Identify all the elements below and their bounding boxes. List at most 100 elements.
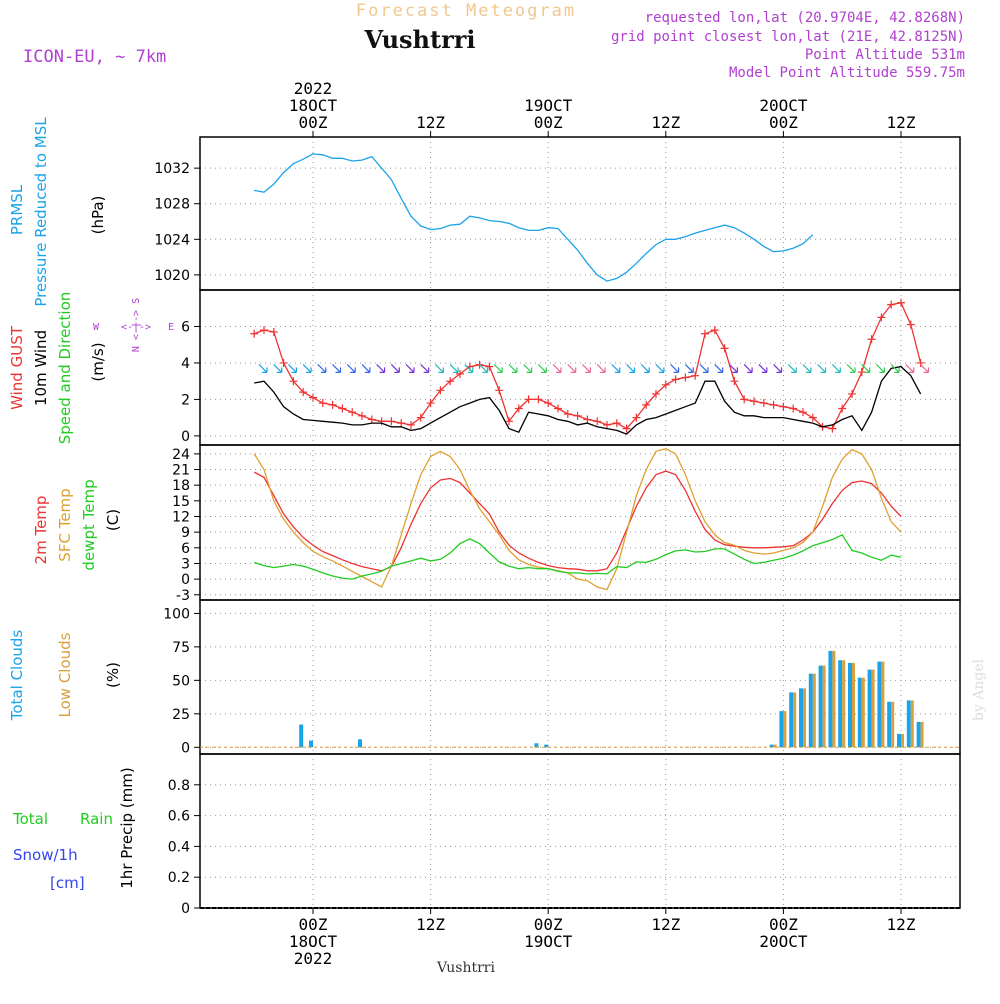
gust-marker bbox=[759, 399, 768, 408]
gust-marker bbox=[269, 327, 278, 336]
gust-marker bbox=[367, 415, 376, 424]
wind-arrow bbox=[890, 363, 900, 374]
gust-marker bbox=[632, 413, 641, 422]
gust-marker bbox=[612, 419, 621, 428]
x-label-top: 12Z bbox=[887, 113, 916, 132]
gust-marker bbox=[642, 400, 651, 409]
total-cloud-bar bbox=[818, 665, 823, 748]
temp-panel-labels: 2m Temp SFC Temp dewpt Temp (C) bbox=[32, 479, 122, 570]
wind-arrow bbox=[802, 363, 812, 374]
gust-marker bbox=[838, 404, 847, 413]
page-title: Vushtrri bbox=[364, 25, 476, 54]
series-line bbox=[253, 448, 902, 591]
gust-marker bbox=[710, 326, 719, 335]
gust-marker bbox=[661, 380, 670, 389]
total-cloud-bar bbox=[848, 662, 852, 748]
wind-arrow bbox=[376, 363, 386, 374]
x-label-bottom: 18OCT bbox=[289, 932, 338, 951]
total-cloud-bar bbox=[309, 740, 313, 748]
wind-arrow bbox=[302, 363, 312, 374]
panel-frame bbox=[199, 599, 961, 755]
wind-arrow bbox=[508, 363, 518, 374]
wind-arrow bbox=[699, 363, 709, 374]
gust-marker bbox=[260, 326, 268, 335]
requested-coords: requested lon,lat (20.9704E, 42.8268N) bbox=[645, 10, 965, 26]
wind-arrow bbox=[332, 363, 342, 374]
pressure-label-1: PRMSL bbox=[8, 184, 26, 235]
pressure-panel-labels: PRMSL Pressure Reduced to MSL (hPa) bbox=[8, 117, 107, 307]
gust-marker bbox=[407, 420, 415, 429]
gust-marker bbox=[426, 399, 435, 408]
direction-label: Speed and Direction bbox=[56, 292, 74, 445]
gust-marker bbox=[397, 419, 406, 428]
precip-unit: 1hr Precip (mm) bbox=[118, 767, 136, 888]
y-tick-label: 1024 bbox=[154, 232, 190, 248]
x-label-bottom: 19OCT bbox=[524, 932, 573, 951]
panel-5: 0 0.2 0.4 0.6 0.8 bbox=[168, 753, 961, 917]
gust-marker bbox=[906, 320, 915, 329]
gust-label: Wind GUST bbox=[8, 325, 26, 410]
compass-ns: N <-|-> S bbox=[131, 298, 142, 352]
wind-arrow bbox=[464, 363, 474, 374]
gust-marker bbox=[691, 371, 700, 380]
wind-arrow bbox=[905, 363, 915, 374]
total-cloud-bar bbox=[857, 677, 862, 748]
wind-arrow bbox=[346, 363, 356, 374]
gust-marker bbox=[593, 417, 602, 426]
model-label: ICON-EU, ~ 7km bbox=[23, 47, 166, 67]
low-cloud-bar bbox=[793, 692, 797, 748]
total-cloud-bar bbox=[799, 688, 803, 748]
wind-unit: (m/s) bbox=[89, 342, 107, 381]
wind-arrow bbox=[581, 363, 591, 374]
x-label-bottom: 00Z bbox=[534, 915, 563, 934]
compass-e: E bbox=[168, 322, 174, 333]
wind-arrow bbox=[817, 363, 827, 374]
gust-marker bbox=[828, 424, 837, 433]
low-cloud-bar bbox=[910, 700, 914, 748]
gust-marker bbox=[299, 388, 308, 397]
gust-marker bbox=[671, 375, 680, 384]
total-cloud-bar bbox=[828, 650, 833, 748]
total-cloud-bar bbox=[769, 744, 774, 748]
wind-arrow bbox=[567, 363, 577, 374]
gust-marker bbox=[916, 358, 925, 367]
total-cloud-bar bbox=[779, 711, 784, 748]
wind-arrow bbox=[684, 363, 694, 374]
y-tick-label: 0 bbox=[181, 901, 190, 917]
y-tick-label: 0 bbox=[181, 740, 190, 756]
gust-marker bbox=[318, 399, 327, 408]
total-cloud-bar bbox=[299, 724, 304, 748]
x-label-top: 00Z bbox=[534, 113, 563, 132]
panel-4: 0 25 50 75 100 bbox=[163, 599, 961, 756]
total-cloud-bar bbox=[789, 692, 794, 748]
wind-arrow bbox=[787, 363, 797, 374]
gust-marker bbox=[456, 369, 464, 378]
grid-coords: grid point closest lon,lat (21E, 42.8125… bbox=[611, 29, 965, 45]
wind-arrow bbox=[626, 363, 636, 374]
series-line bbox=[253, 470, 902, 572]
series-line bbox=[254, 365, 922, 435]
total-cloud-bar bbox=[808, 673, 813, 748]
gust-marker bbox=[779, 402, 788, 411]
wind-arrow bbox=[920, 363, 930, 374]
gust-marker bbox=[514, 404, 523, 413]
wind-arrow bbox=[523, 363, 533, 374]
wind-label: 10m Wind bbox=[32, 330, 50, 406]
wind-arrow bbox=[434, 363, 444, 374]
total-cloud-bar bbox=[887, 701, 892, 748]
gust-marker bbox=[279, 358, 288, 367]
panel-frame bbox=[199, 444, 961, 601]
wind-arrow bbox=[258, 363, 268, 374]
footer-station: Vushtrri bbox=[436, 960, 495, 976]
gust-marker bbox=[622, 424, 631, 433]
gust-marker bbox=[544, 399, 553, 408]
gust-marker bbox=[848, 389, 856, 398]
series-line bbox=[253, 302, 922, 430]
total-cloud-bar bbox=[877, 661, 882, 748]
x-label-bottom: 00Z bbox=[299, 915, 328, 934]
temp-unit: (C) bbox=[104, 509, 122, 531]
gust-marker bbox=[554, 404, 562, 413]
x-label-bottom: 12Z bbox=[651, 915, 680, 934]
wind-arrow bbox=[640, 363, 650, 374]
subtitle: Forecast Meteogram bbox=[356, 1, 576, 21]
